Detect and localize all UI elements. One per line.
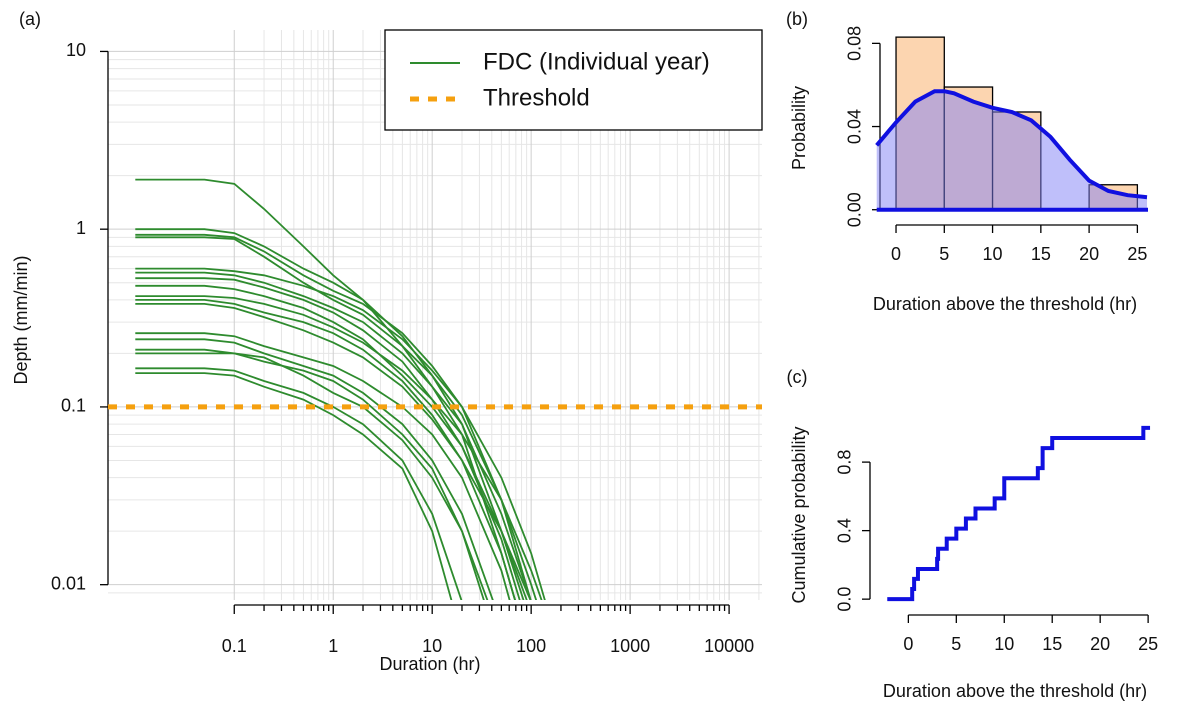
panel-label: (a): [19, 9, 41, 29]
x-tick-label: 0: [903, 634, 913, 654]
y-tick-label: 10: [66, 40, 86, 60]
fdc-line: [135, 352, 489, 600]
y-tick-label: 1: [76, 218, 86, 238]
fdc-line: [135, 295, 543, 600]
x-tick-label: 10: [983, 244, 1003, 264]
y-axis-title: Cumulative probability: [789, 426, 809, 603]
y-tick-label: 0.04: [845, 109, 865, 144]
plot-area: [108, 178, 762, 600]
fdc-line: [135, 338, 494, 600]
x-tick-label: 100: [516, 636, 546, 656]
fdc-line: [135, 299, 516, 600]
x-tick-label: 1: [328, 636, 338, 656]
fdc-line: [135, 233, 532, 600]
y-axis-title: Depth (mm/min): [11, 255, 31, 384]
x-tick-label: 20: [1090, 634, 1110, 654]
fdc-line: [135, 367, 463, 600]
density-area: [876, 91, 1148, 210]
y-tick-label: 0.1: [61, 396, 86, 416]
fdc-line: [135, 348, 485, 600]
x-tick-label: 5: [951, 634, 961, 654]
y-tick-label: 0.00: [845, 192, 865, 227]
x-tick-label: 25: [1127, 244, 1147, 264]
fdc-line: [135, 284, 528, 600]
x-tick-label: 10000: [704, 636, 754, 656]
y-tick-label: 0.01: [51, 573, 86, 593]
x-tick-label: 15: [1042, 634, 1062, 654]
x-tick-label: 10: [422, 636, 442, 656]
x-tick-label: 10: [994, 634, 1014, 654]
fdc-line: [135, 178, 516, 600]
legend-label: Threshold: [483, 84, 590, 111]
fdc-line: [135, 228, 525, 600]
density-line: [875, 89, 1148, 200]
fdc-line: [135, 271, 532, 600]
y-tick-label: 0.0: [835, 587, 855, 612]
x-tick-label: 15: [1031, 244, 1051, 264]
panel-label: (b): [786, 9, 808, 29]
x-tick-label: 5: [939, 244, 949, 264]
panel-label: (c): [787, 367, 808, 387]
fdc-line: [135, 267, 546, 600]
x-tick-label: 1000: [610, 636, 650, 656]
x-axis-title: Duration above the threshold (hr): [883, 681, 1147, 701]
legend-label: FDC (Individual year): [483, 48, 710, 75]
y-tick-label: 0.4: [835, 518, 855, 543]
y-axis-title: Probability: [789, 86, 809, 170]
ecdf-line: [887, 425, 1151, 602]
fdc-line: [135, 372, 453, 600]
x-tick-label: 20: [1079, 244, 1099, 264]
fdc-line: [135, 303, 532, 600]
fdc-line: [135, 332, 511, 600]
x-tick-label: 0.1: [222, 636, 247, 656]
legend-box: [384, 29, 763, 131]
x-axis-title: Duration above the threshold (hr): [873, 294, 1137, 314]
y-tick-label: 0.8: [835, 450, 855, 475]
x-axis-title: Duration (hr): [379, 654, 480, 674]
y-tick-label: 0.08: [845, 26, 865, 61]
x-tick-label: 25: [1138, 634, 1158, 654]
x-tick-label: 0: [891, 244, 901, 264]
